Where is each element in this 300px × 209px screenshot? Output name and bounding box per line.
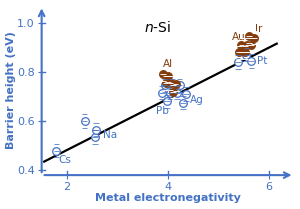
Text: Ag: Ag bbox=[190, 95, 203, 105]
Text: Al: Al bbox=[163, 59, 173, 69]
Text: Ir: Ir bbox=[255, 24, 262, 34]
X-axis label: Metal electronegativity: Metal electronegativity bbox=[95, 194, 241, 203]
Y-axis label: Barrier height (eV): Barrier height (eV) bbox=[6, 31, 16, 149]
Text: Pb: Pb bbox=[155, 106, 168, 116]
Text: Cs: Cs bbox=[59, 155, 72, 166]
Text: Na: Na bbox=[103, 130, 117, 140]
Text: $\it{n}$-Si: $\it{n}$-Si bbox=[144, 20, 172, 35]
Text: Au: Au bbox=[232, 32, 246, 42]
Text: Pt: Pt bbox=[256, 56, 267, 66]
